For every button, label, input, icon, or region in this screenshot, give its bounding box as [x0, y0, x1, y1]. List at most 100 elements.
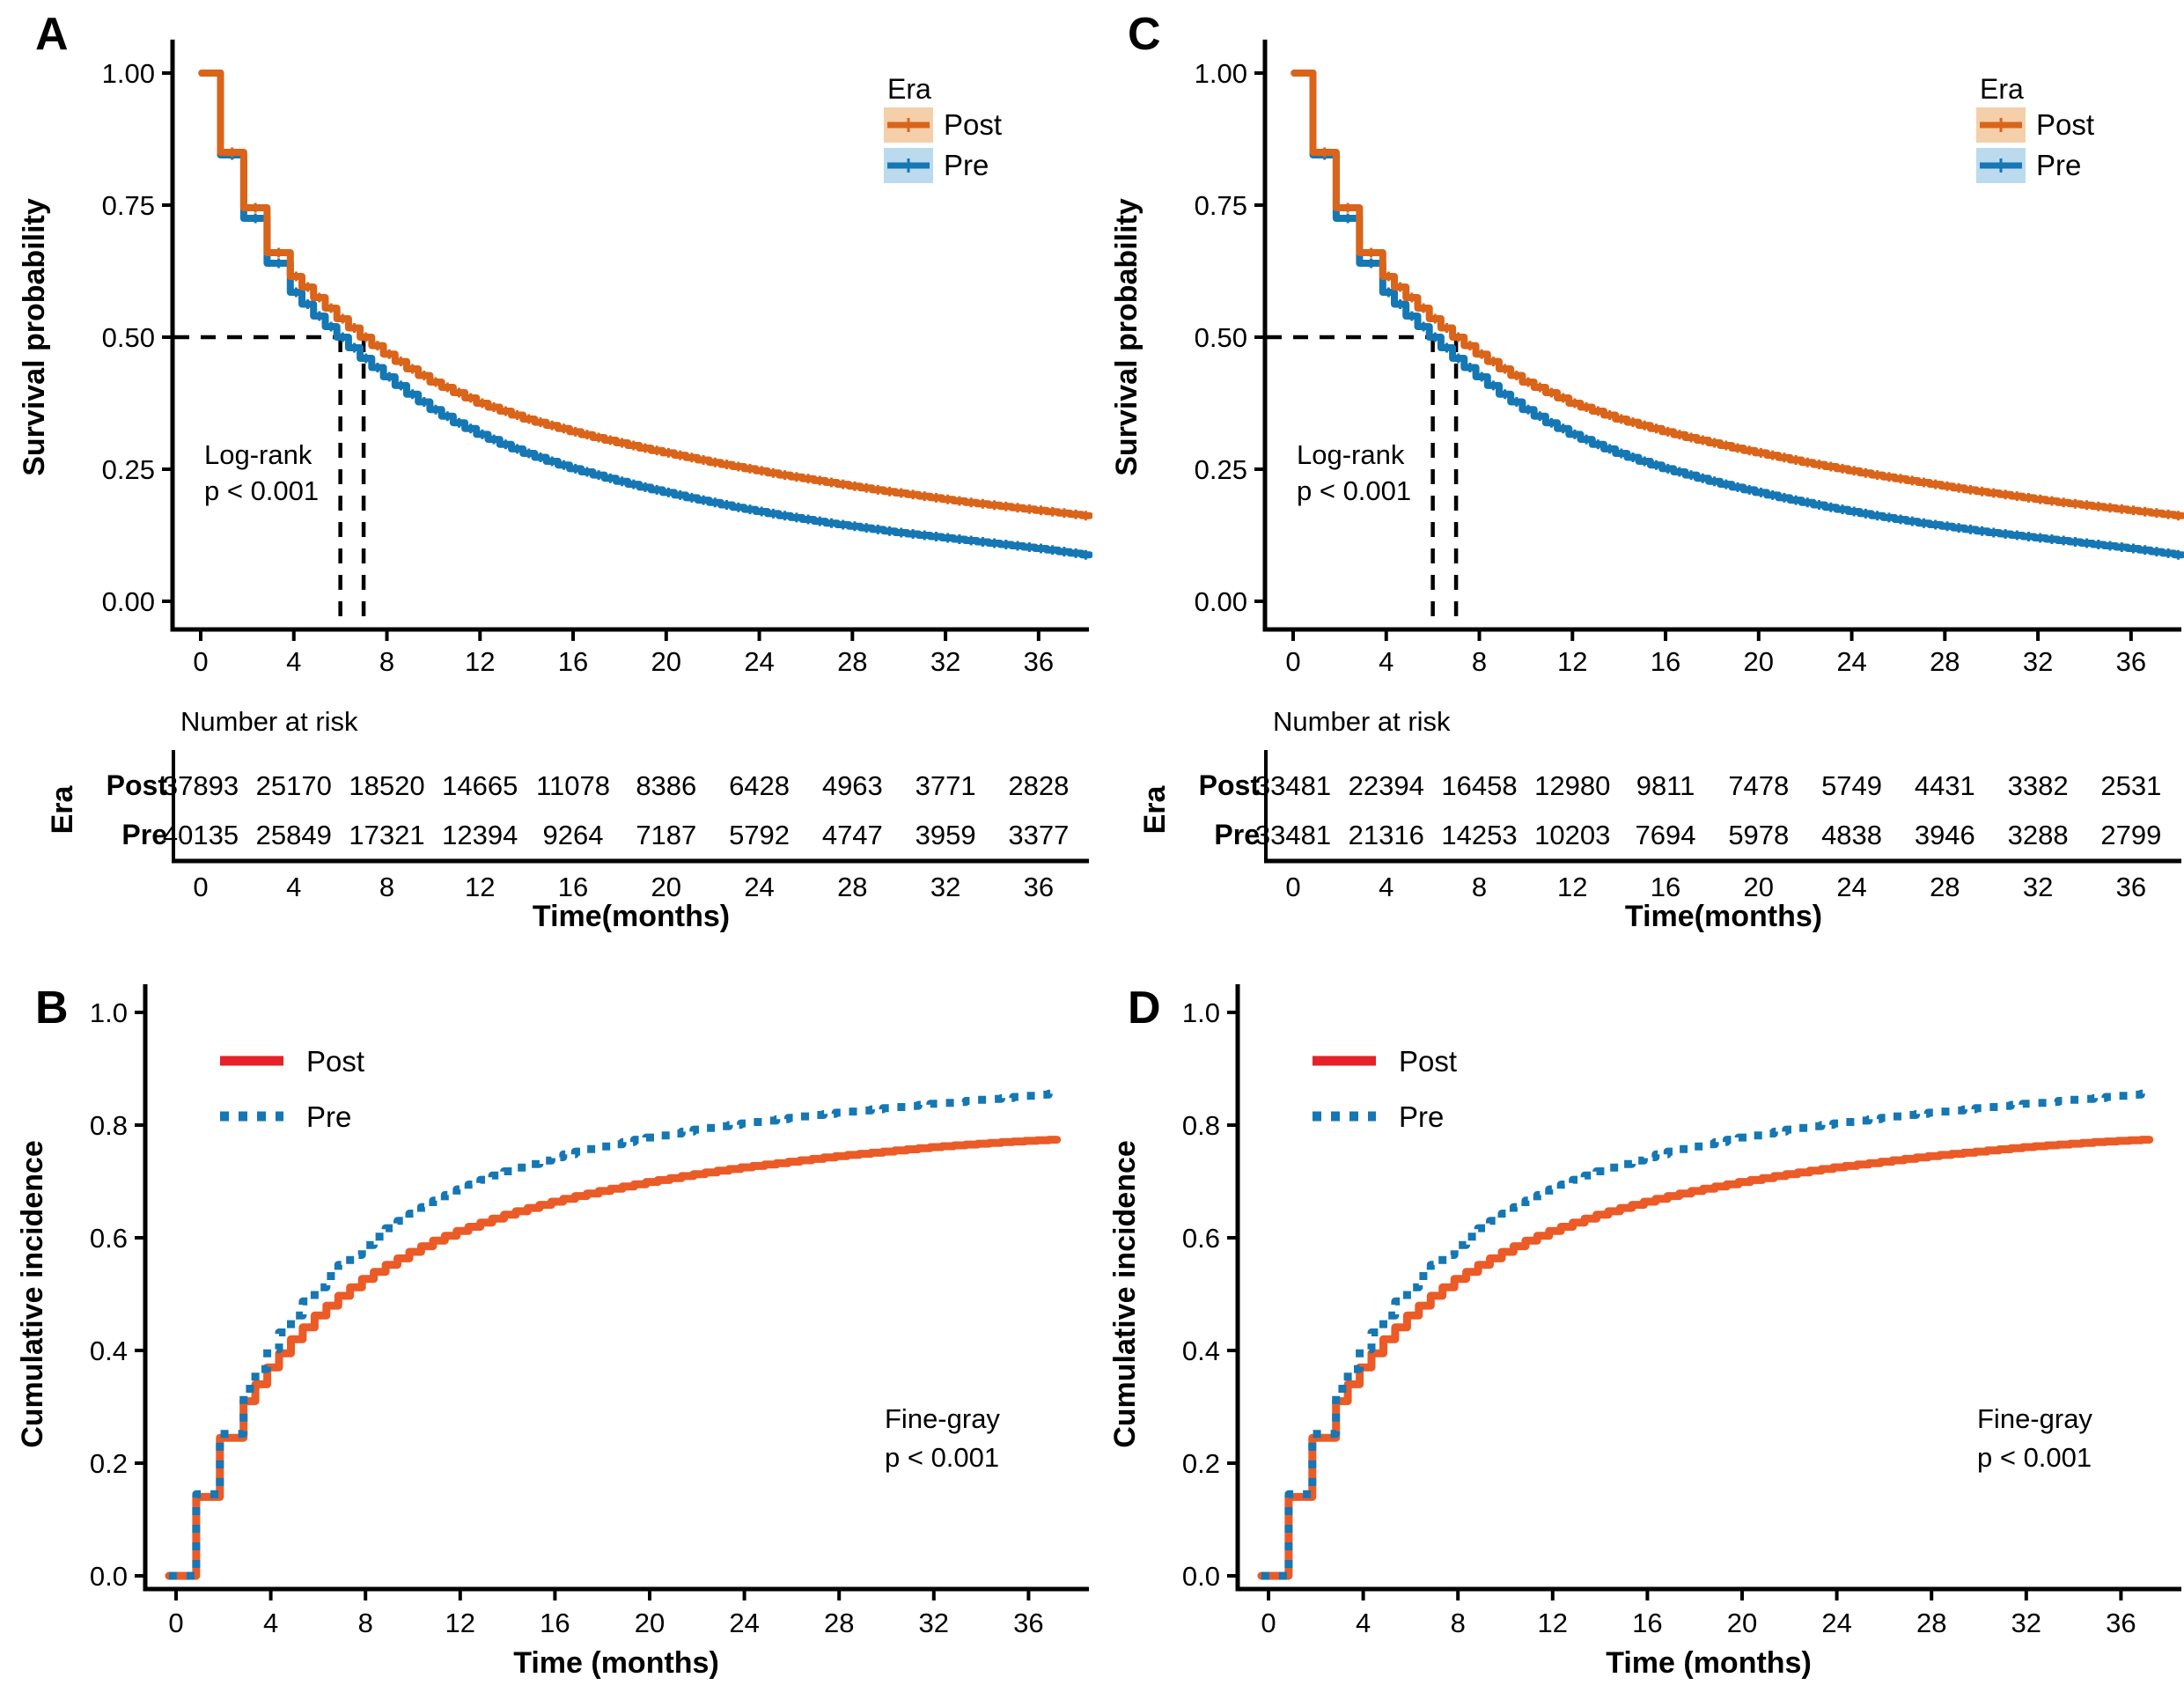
risk-x-tick-label: 32	[930, 872, 960, 902]
legend-label-post: Post	[2036, 108, 2094, 141]
risk-value: 3377	[1008, 820, 1069, 850]
risk-value: 11078	[536, 770, 610, 801]
risk-value: 25849	[256, 820, 332, 850]
panel-label: C	[1128, 9, 1161, 60]
risk-x-tick-label: 0	[193, 872, 208, 902]
x-tick-label: 12	[445, 1608, 475, 1638]
y-tick-label: 0.00	[1195, 586, 1247, 617]
risk-x-tick-label: 24	[1836, 872, 1866, 902]
censor-marks-post	[227, 147, 1091, 521]
risk-value: 4963	[822, 770, 883, 801]
y-tick-label: 0.2	[1182, 1448, 1220, 1479]
legend-label-pre: Pre	[944, 149, 989, 181]
risk-table-x-axis-title: Time(months)	[533, 900, 730, 933]
y-tick-label: 0.50	[1195, 322, 1247, 353]
x-tick-label: 20	[1727, 1608, 1757, 1638]
x-tick-label: 8	[1451, 1608, 1466, 1638]
x-tick-label: 0	[1261, 1608, 1276, 1638]
risk-x-tick-label: 28	[1930, 872, 1960, 902]
risk-x-tick-label: 20	[651, 872, 681, 902]
logrank-text-line1: Log-rank	[204, 439, 313, 470]
y-tick-label: 1.0	[90, 997, 128, 1028]
risk-value: 3288	[2008, 820, 2069, 850]
x-tick-label: 12	[465, 646, 495, 677]
risk-value: 9264	[543, 820, 604, 850]
risk-value: 12394	[442, 820, 518, 850]
risk-x-tick-label: 24	[744, 872, 774, 902]
x-tick-label: 20	[651, 646, 681, 677]
logrank-text-line2: p < 0.001	[204, 475, 319, 506]
x-tick-label: 4	[1379, 646, 1393, 677]
y-axis-title: Survival probability	[1110, 198, 1143, 476]
legend-label-post: Post	[306, 1045, 364, 1078]
risk-table-era-label: Era	[46, 785, 79, 835]
risk-value: 5792	[729, 820, 790, 850]
risk-x-tick-label: 12	[1557, 872, 1587, 902]
panel-label: A	[35, 9, 69, 60]
x-tick-label: 28	[837, 646, 867, 677]
risk-value: 40135	[163, 820, 239, 850]
risk-x-tick-label: 4	[286, 872, 301, 902]
risk-x-tick-label: 28	[837, 872, 867, 902]
risk-x-tick-label: 16	[1651, 872, 1680, 902]
risk-value: 17321	[349, 820, 424, 850]
risk-value: 6428	[729, 770, 790, 801]
cif-curve-pre	[168, 1089, 1057, 1580]
legend-label-post: Post	[1399, 1045, 1457, 1078]
risk-row-label-pre: Pre	[1214, 819, 1260, 850]
x-tick-label: 16	[558, 646, 588, 677]
legend-title: Era	[1980, 73, 2024, 105]
risk-x-tick-label: 12	[465, 872, 495, 902]
x-tick-label: 32	[2023, 646, 2053, 677]
x-tick-label: 32	[2011, 1608, 2041, 1638]
x-tick-label: 28	[1930, 646, 1960, 677]
x-tick-label: 20	[635, 1608, 665, 1638]
risk-x-tick-label: 20	[1744, 872, 1774, 902]
finegray-text-line2: p < 0.001	[1977, 1442, 2092, 1473]
risk-value: 7187	[636, 820, 696, 850]
x-tick-label: 16	[540, 1608, 570, 1638]
x-tick-label: 32	[919, 1608, 949, 1638]
cif-curve-pre	[1261, 1089, 2150, 1580]
y-axis-title: Cumulative incidence	[16, 1140, 49, 1448]
x-tick-label: 28	[824, 1608, 854, 1638]
risk-value: 2828	[1008, 770, 1069, 801]
x-tick-label: 4	[1356, 1608, 1371, 1638]
risk-value: 3771	[916, 770, 976, 801]
logrank-text-line2: p < 0.001	[1297, 475, 1411, 506]
risk-x-tick-label: 32	[2023, 872, 2053, 902]
risk-value: 2799	[2100, 820, 2161, 850]
risk-table-title: Number at risk	[1273, 706, 1451, 737]
risk-value: 3946	[1915, 820, 1975, 850]
x-tick-label: 4	[286, 646, 301, 677]
x-tick-label: 12	[1557, 646, 1587, 677]
x-tick-label: 0	[1285, 646, 1300, 677]
x-tick-label: 32	[930, 646, 960, 677]
finegray-text-line1: Fine-gray	[885, 1403, 1000, 1434]
risk-x-tick-label: 4	[1379, 872, 1393, 902]
risk-value: 3959	[916, 820, 976, 850]
risk-value: 16458	[1441, 770, 1517, 801]
risk-row-label-post: Post	[1199, 769, 1261, 801]
y-tick-label: 1.0	[1182, 997, 1220, 1028]
legend-label-pre: Pre	[2036, 149, 2081, 181]
x-tick-label: 0	[193, 646, 208, 677]
risk-value: 3382	[2008, 770, 2069, 801]
y-tick-label: 0.6	[90, 1223, 128, 1254]
risk-value: 33481	[1255, 770, 1331, 801]
x-tick-label: 28	[1916, 1608, 1946, 1638]
x-tick-label: 12	[1538, 1608, 1568, 1638]
x-tick-label: 4	[263, 1608, 278, 1638]
risk-value: 7694	[1636, 820, 1696, 850]
finegray-text-line1: Fine-gray	[1977, 1403, 2092, 1434]
y-tick-label: 0.75	[1195, 190, 1247, 221]
y-tick-label: 0.4	[90, 1335, 128, 1366]
risk-value: 10203	[1534, 820, 1610, 850]
risk-value: 4838	[1821, 820, 1882, 850]
risk-value: 7478	[1728, 770, 1789, 801]
risk-row-label-post: Post	[107, 769, 168, 801]
x-tick-label: 36	[2116, 646, 2146, 677]
panel-c-km-plot: 1.000.750.500.250.000 4 8 12 16 20 24 28 32 360 4 8…	[1110, 9, 2184, 933]
y-tick-label: 0.75	[102, 190, 155, 221]
risk-value: 8386	[636, 770, 696, 801]
